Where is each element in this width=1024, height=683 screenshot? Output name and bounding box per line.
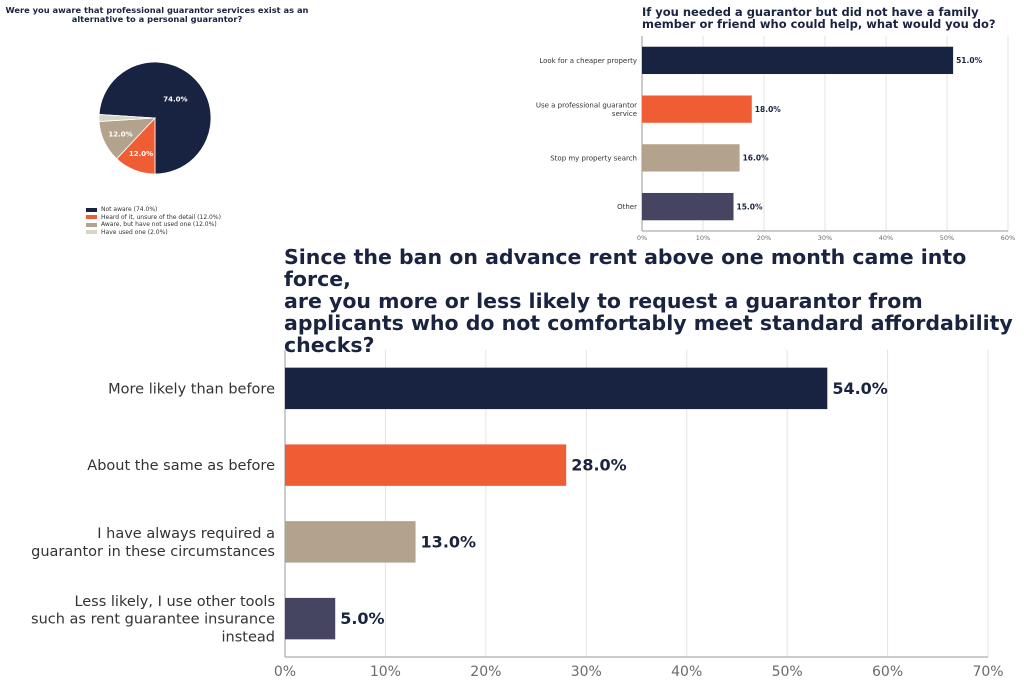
x-tick-label: 40% — [671, 664, 702, 680]
legend-label: Not aware (74.0%) — [101, 206, 158, 214]
pie-chart-title: Were you aware that professional guarant… — [5, 5, 309, 24]
bar-chart-2-title: If you needed a guarantor but did not ha… — [642, 5, 996, 31]
legend-swatch — [86, 207, 97, 212]
bar — [642, 95, 752, 123]
pie-slice — [98, 114, 156, 122]
legend-swatch — [86, 222, 97, 227]
category-label: Other — [617, 203, 637, 211]
legend-entry: Have used one (2.0%) — [86, 229, 221, 237]
pie-slice-label: 12.0% — [129, 150, 153, 158]
legend-swatch — [86, 215, 97, 220]
data-label: 28.0% — [571, 456, 627, 475]
pie-slice-label: 12.0% — [108, 131, 132, 139]
x-tick-label: 10% — [696, 234, 710, 242]
legend-entry: Not aware (74.0%) — [86, 206, 221, 214]
legend-label: Have used one (2.0%) — [101, 228, 168, 236]
x-tick-label: 0% — [274, 664, 296, 680]
data-label: 18.0% — [755, 105, 782, 114]
category-label: Stop my property search — [550, 154, 637, 162]
legend-label: Aware, but have not used one (12.0%) — [101, 221, 217, 229]
data-label: 13.0% — [421, 532, 477, 551]
x-tick-label: 10% — [370, 664, 401, 680]
x-tick-label: 60% — [872, 664, 903, 680]
data-label: 5.0% — [340, 609, 384, 628]
x-tick-label: 70% — [972, 664, 1003, 680]
data-label: 16.0% — [743, 154, 770, 163]
x-tick-label: 30% — [818, 234, 832, 242]
data-label: 15.0% — [737, 202, 764, 211]
bar — [642, 192, 734, 221]
pie-legend: Not aware (74.0%) Heard of it, unsure of … — [86, 206, 221, 236]
x-tick-label: 50% — [772, 664, 803, 680]
bar-chart-3-title: Since the ban on advance rent above one … — [284, 245, 1013, 357]
bar — [285, 521, 416, 563]
legend-label: Heard of it, unsure of the detail (12.0%… — [101, 213, 221, 221]
x-tick-label: 50% — [940, 234, 954, 242]
category-label: Less likely, I use other tools such as re… — [31, 594, 275, 645]
bar — [642, 144, 740, 172]
data-label: 54.0% — [832, 379, 888, 398]
category-label: I have always required a guarantor in the… — [31, 526, 275, 560]
x-tick-label: 60% — [1001, 234, 1015, 242]
category-label: Use a professional guarantor service — [536, 101, 637, 118]
bar — [642, 46, 954, 75]
legend-swatch — [86, 230, 97, 235]
x-tick-label: 30% — [571, 664, 602, 680]
legend-entry: Heard of it, unsure of the detail (12.0%… — [86, 214, 221, 222]
bar — [285, 597, 336, 640]
category-label: Look for a cheaper property — [539, 57, 637, 65]
pie-slice-label: 74.0% — [163, 95, 187, 103]
category-label: About the same as before — [87, 458, 275, 474]
x-tick-label: 40% — [879, 234, 893, 242]
data-label: 51.0% — [956, 56, 983, 65]
x-tick-label: 20% — [757, 234, 771, 242]
x-tick-label: 20% — [470, 664, 501, 680]
bar — [285, 367, 828, 410]
category-label: More likely than before — [108, 381, 275, 397]
legend-entry: Aware, but have not used one (12.0%) — [86, 221, 221, 229]
bar — [285, 444, 567, 486]
x-tick-label: 0% — [637, 234, 647, 242]
